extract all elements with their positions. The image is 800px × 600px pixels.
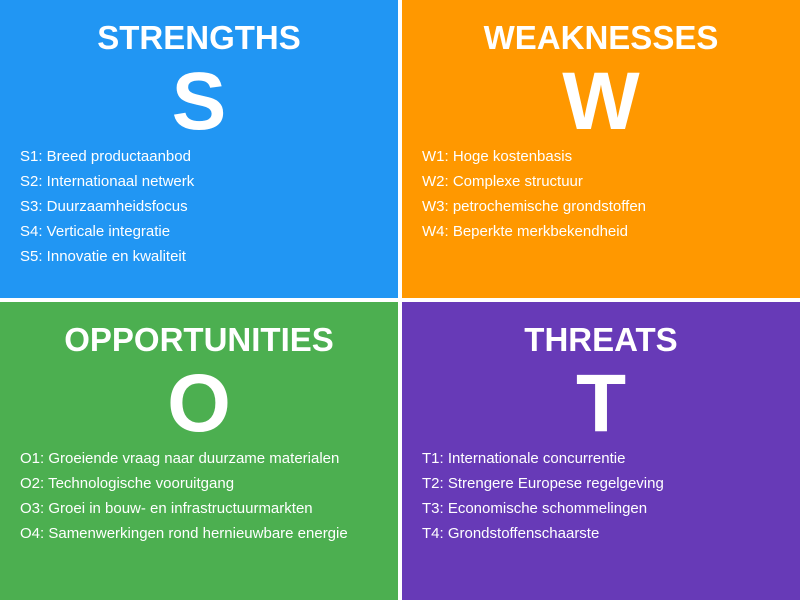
weaknesses-item: W3: petrochemische grondstoffen [422, 198, 647, 215]
threats-item: T3: Economische schommelingen [422, 500, 648, 517]
weaknesses-item: W2: Complexe structuur [422, 173, 583, 190]
opportunities-item: O2: Technologische vooruitgang [20, 475, 235, 492]
strengths-item: S5: Innovatie en kwaliteit [20, 248, 186, 265]
threats-item: T1: Internationale concurrentie [422, 450, 626, 467]
opportunities-item: O1: Groeiende vraag naar duurzame materi… [20, 450, 340, 467]
threats-title: THREATS [524, 321, 678, 358]
strengths-item: S3: Duurzaamheidsfocus [20, 198, 188, 215]
threats-item: T4: Grondstoffenschaarste [422, 525, 600, 542]
strengths-item: S4: Verticale integratie [20, 223, 171, 240]
strengths-title: STRENGTHS [97, 19, 301, 56]
threats-item: T2: Strengere Europese regelgeving [422, 475, 664, 492]
weaknesses-title: WEAKNESSES [483, 19, 719, 56]
opportunities-list: O1: Groeiende vraag naar duurzame materi… [20, 446, 388, 546]
threats-letter: T [575, 358, 627, 449]
strengths-list: S1: Breed productaanbod S2: Internationa… [20, 144, 388, 269]
weaknesses-list: W1: Hoge kostenbasis W2: Complexe struct… [422, 144, 790, 244]
strengths-quadrant: STRENGTHS S S1: Breed productaanbod S2: … [0, 0, 398, 298]
threats-quadrant: THREATS T T1: Internationale concurrenti… [402, 302, 800, 600]
weaknesses-quadrant: WEAKNESSES W W1: Hoge kostenbasis W2: Co… [402, 0, 800, 298]
weaknesses-item: W4: Beperkte merkbekendheid [422, 223, 628, 240]
opportunities-item: O4: Samenwerkingen rond hernieuwbare ene… [20, 525, 348, 542]
opportunities-quadrant: OPPORTUNITIES O O1: Groeiende vraag naar… [0, 302, 398, 600]
strengths-item: S2: Internationaal netwerk [20, 173, 195, 190]
opportunities-title: OPPORTUNITIES [64, 321, 334, 358]
opportunities-letter: O [167, 358, 231, 449]
opportunities-item: O3: Groei in bouw- en infrastructuurmark… [20, 500, 313, 517]
strengths-item: S1: Breed productaanbod [20, 148, 191, 165]
weaknesses-item: W1: Hoge kostenbasis [422, 148, 573, 165]
strengths-letter: S [171, 56, 227, 147]
threats-list: T1: Internationale concurrentie T2: Stre… [422, 446, 790, 546]
weaknesses-letter: W [562, 56, 640, 147]
